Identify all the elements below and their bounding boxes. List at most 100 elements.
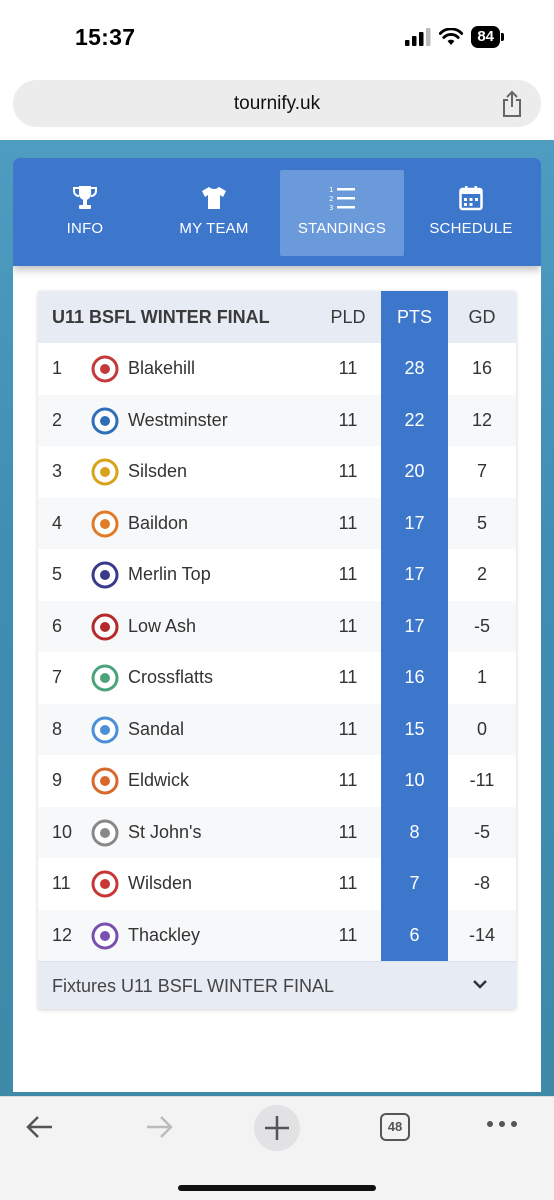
played-cell: 11 <box>338 409 358 430</box>
played-cell: 11 <box>338 564 358 584</box>
points-cell: 10 <box>381 755 448 807</box>
played-cell: 11 <box>338 873 358 893</box>
goal-difference-cell: 5 <box>476 512 487 533</box>
goal-difference-cell: 16 <box>471 358 493 378</box>
team-name-cell: Blakehill <box>128 358 196 378</box>
forward-arrow-icon[interactable] <box>143 1111 175 1143</box>
goal-difference-cell: -5 <box>473 615 490 636</box>
team-name-cell: Merlin Top <box>128 564 211 584</box>
tab-my-team-label: MY TEAM <box>179 220 249 237</box>
position-cell: 6 <box>52 615 63 636</box>
shirt-icon <box>202 187 226 209</box>
table-row[interactable]: 10 St John's 11 8 -5 <box>38 806 516 858</box>
goal-difference-cell: 12 <box>471 409 493 430</box>
team-logo-icon <box>91 716 119 743</box>
tabs-button[interactable]: 48 <box>380 1113 410 1141</box>
team-name-cell: Baildon <box>128 512 189 533</box>
position-cell: 1 <box>52 358 63 378</box>
back-arrow-icon[interactable] <box>24 1111 56 1143</box>
points-cell: 16 <box>381 652 448 704</box>
tab-standings[interactable]: 1 2 3 STANDINGS <box>280 170 404 256</box>
played-cell: 11 <box>338 821 358 842</box>
table-row[interactable]: 11 Wilsden 11 7 -8 <box>38 858 516 910</box>
svg-text:3: 3 <box>329 204 333 212</box>
team-name-cell: Westminster <box>128 409 228 430</box>
trophy-icon <box>73 186 97 209</box>
position-cell: 12 <box>52 924 73 945</box>
team-name-cell: Crossflatts <box>128 667 214 687</box>
url-bar[interactable]: tournify.uk <box>13 80 541 127</box>
position-cell: 2 <box>52 409 63 430</box>
fixtures-label: Fixtures U11 BSFL WINTER FINAL <box>52 976 335 996</box>
points-cell: 22 <box>381 394 448 446</box>
table-row[interactable]: 4 Baildon 11 17 5 <box>38 497 516 549</box>
position-cell: 7 <box>52 667 63 687</box>
played-cell: 11 <box>338 924 358 945</box>
tab-standings-label: STANDINGS <box>297 220 387 237</box>
points-cell: 20 <box>381 446 448 498</box>
goal-difference-cell: -11 <box>469 770 495 790</box>
table-row[interactable]: 8 Sandal 11 15 0 <box>38 703 516 755</box>
table-row[interactable]: 6 Low Ash 11 17 -5 <box>38 600 516 652</box>
points-cell: 7 <box>381 858 448 910</box>
tab-info[interactable]: INFO <box>23 170 147 256</box>
list-numbered-icon: 1 2 3 <box>329 186 355 212</box>
points-cell: 28 <box>381 343 448 395</box>
tournament-nav: INFO MY TEAM 1 2 3 STANDINGS <box>13 158 541 266</box>
new-tab-button[interactable] <box>254 1105 300 1151</box>
team-name-cell: Thackley <box>128 924 201 945</box>
table-row[interactable]: 7 Crossflatts 11 16 1 <box>38 652 516 704</box>
played-cell: 11 <box>338 718 358 739</box>
points-cell: 6 <box>381 909 448 961</box>
table-row[interactable]: 3 Silsden 11 20 7 <box>38 446 516 498</box>
table-row[interactable]: 9 Eldwick 11 10 -11 <box>38 755 516 807</box>
plus-icon <box>265 1116 289 1140</box>
table-row[interactable]: 2 Westminster 11 22 12 <box>38 394 516 446</box>
tab-schedule[interactable]: SCHEDULE <box>409 170 533 256</box>
share-icon[interactable] <box>501 90 523 118</box>
goal-difference-cell: -14 <box>468 924 495 945</box>
table-row[interactable]: 1 Blakehill 11 28 16 <box>38 343 516 395</box>
team-logo-icon <box>91 767 119 795</box>
battery-icon: 84 <box>471 26 500 48</box>
team-logo-icon <box>91 613 119 640</box>
team-logo-icon <box>91 819 119 846</box>
url-text[interactable]: tournify.uk <box>233 93 321 114</box>
goal-difference-cell: 1 <box>476 667 487 687</box>
wifi-icon <box>439 28 464 45</box>
points-cell: 8 <box>381 806 448 858</box>
signal-icon <box>405 28 431 46</box>
table-row[interactable]: 12 Thackley 11 6 -14 <box>38 909 516 961</box>
tab-info-label: INFO <box>66 220 104 237</box>
tournament-card: INFO MY TEAM 1 2 3 STANDINGS <box>13 158 541 1092</box>
fixtures-toggle[interactable]: Fixtures U11 BSFL WINTER FINAL <box>38 961 516 1009</box>
team-logo-icon <box>91 561 119 589</box>
team-name-cell: Sandal <box>128 718 185 739</box>
team-logo-icon <box>91 664 119 692</box>
points-cell: 17 <box>381 600 448 652</box>
browser-toolbar: 48 <box>0 1096 554 1200</box>
position-cell: 4 <box>52 512 63 533</box>
status-bar: 15:37 84 <box>0 0 554 72</box>
table-row[interactable]: 5 Merlin Top 11 17 2 <box>38 549 516 601</box>
battery-tip <box>501 33 504 41</box>
position-cell: 8 <box>52 718 63 739</box>
position-cell: 3 <box>52 461 63 481</box>
played-cell: 11 <box>338 461 358 481</box>
team-name-cell: Eldwick <box>128 770 190 790</box>
team-name-cell: Low Ash <box>128 615 197 636</box>
played-cell: 11 <box>338 667 358 687</box>
table-header: U11 BSFL WINTER FINAL PLD PTS GD <box>38 291 516 343</box>
tab-my-team[interactable]: MY TEAM <box>152 170 276 256</box>
position-cell: 5 <box>52 564 63 584</box>
table-body: 1 Blakehill 11 28 16 2 Westminster 11 22 12 3 Silsd… <box>38 343 516 961</box>
points-cell: 17 <box>381 549 448 601</box>
points-cell: 15 <box>381 703 448 755</box>
goal-difference-cell: -5 <box>473 821 490 842</box>
team-logo-icon <box>91 870 119 898</box>
goal-difference-cell: 0 <box>476 718 487 739</box>
played-cell: 11 <box>338 512 358 533</box>
position-cell: 11 <box>52 873 71 893</box>
more-dots-icon[interactable] <box>486 1119 518 1129</box>
standings-table: U11 BSFL WINTER FINAL PLD PTS GD 1 Blakeh… <box>38 291 516 1009</box>
